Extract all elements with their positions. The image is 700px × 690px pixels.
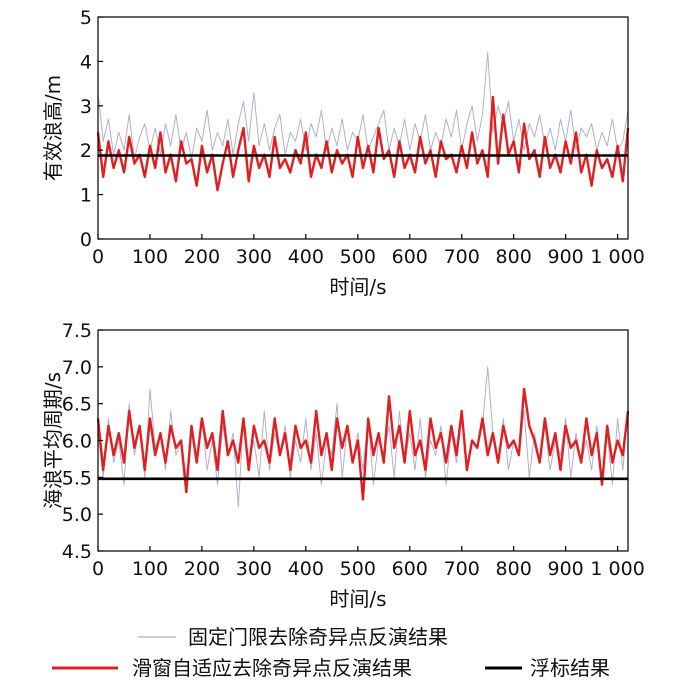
legend-label-sliding-window: 滑窗自适应去除奇异点反演结果: [132, 656, 412, 680]
y-tick-label: 6.5: [62, 394, 92, 416]
y-tick-label: 4.5: [62, 541, 92, 563]
y-tick-label: 1: [80, 185, 92, 207]
y-tick-label: 7.5: [62, 320, 92, 342]
y-tick-label: 0: [80, 229, 92, 251]
y-tick-label: 5.5: [62, 467, 92, 489]
x-tick-label: 1 000: [590, 246, 644, 268]
y-tick-label: 4: [80, 51, 92, 73]
chart-panel-wave-height: 0 100 200 300 400 500 600 700 800 900 1 000 0 1 2 3 4 5 时…: [41, 7, 645, 299]
y-tick-label: 5.0: [62, 504, 92, 526]
y-tick-label: 5: [80, 7, 92, 29]
x-tick-label: 900: [548, 558, 584, 580]
x-tick-label: 800: [496, 246, 532, 268]
y-tick-label: 6.0: [62, 431, 92, 453]
x-tick-label: 0: [92, 246, 104, 268]
legend: 固定门限去除奇异点反演结果 滑窗自适应去除奇异点反演结果 浮标结果: [52, 625, 610, 680]
x-tick-label: 300: [236, 558, 272, 580]
x-tick-label: 700: [444, 558, 480, 580]
legend-label-fixed-threshold: 固定门限去除奇异点反演结果: [188, 625, 448, 649]
x-tick-label: 1 000: [590, 558, 644, 580]
x-tick-label: 200: [184, 246, 220, 268]
y-tick-label: 7.0: [62, 357, 92, 379]
x-tick-label: 600: [392, 246, 428, 268]
y-tick-label: 3: [80, 96, 92, 118]
y-tick-label: 2: [80, 140, 92, 162]
x-tick-label: 400: [288, 246, 324, 268]
x-tick-label: 600: [392, 558, 428, 580]
x-tick-label: 800: [496, 558, 532, 580]
series-line-fixed-threshold: [97, 52, 629, 160]
x-tick-label: 700: [444, 246, 480, 268]
x-tick-label: 0: [92, 558, 104, 580]
legend-label-buoy: 浮标结果: [530, 656, 610, 680]
plot-frame: [97, 16, 629, 240]
x-tick-label: 300: [236, 246, 272, 268]
x-axis-label: 时间/s: [329, 587, 386, 611]
y-axis-label: 海浪平均周期/s: [41, 372, 65, 509]
series-line-sliding-window: [96, 387, 630, 501]
series-line-sliding-window: [96, 95, 630, 192]
x-tick-label: 900: [548, 246, 584, 268]
x-tick-label: 100: [132, 558, 168, 580]
x-tick-label: 500: [340, 558, 376, 580]
x-tick-label: 200: [184, 558, 220, 580]
x-tick-label: 400: [288, 558, 324, 580]
y-axis-label: 有效浪高/m: [41, 75, 65, 181]
chart-panel-wave-period: 0 100 200 300 400 500 600 700 800 900 1 000 4.5 5.0 5…: [41, 320, 645, 611]
x-axis-label: 时间/s: [329, 275, 386, 299]
x-tick-label: 500: [340, 246, 376, 268]
x-tick-label: 100: [132, 246, 168, 268]
